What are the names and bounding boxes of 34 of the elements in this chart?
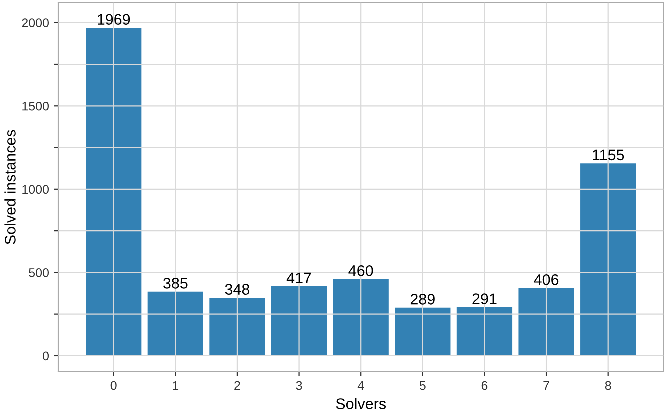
data-label: 406 [534, 274, 559, 286]
x-tick-label: 4 [358, 381, 364, 390]
bar [148, 292, 204, 356]
x-axis-title: Solvers [336, 398, 386, 410]
data-label: 348 [225, 284, 250, 295]
bar [456, 308, 513, 356]
x-tick-label: 7 [544, 381, 550, 390]
data-label: 291 [472, 294, 497, 304]
bar [86, 28, 142, 356]
y-tick-label: 500 [29, 268, 50, 278]
x-tick-label: 2 [234, 381, 240, 390]
bar [271, 286, 328, 356]
bar [518, 288, 574, 356]
x-tick-label: 1 [173, 381, 179, 390]
x-tick-label: 5 [420, 381, 426, 390]
bar [395, 308, 451, 356]
x-tick-label: 6 [482, 381, 488, 390]
data-label: 385 [163, 278, 188, 289]
data-label: 1155 [593, 150, 624, 161]
y-tick-label: 0 [43, 352, 50, 361]
y-axis-title: Solved instances [4, 130, 16, 244]
data-label: 289 [410, 294, 435, 305]
bar [580, 164, 636, 356]
data-label: 1969 [98, 14, 130, 26]
y-tick-label: 1000 [22, 185, 50, 194]
data-label: 417 [286, 272, 312, 284]
x-tick-label: 8 [605, 381, 612, 390]
data-label: 460 [348, 266, 374, 276]
x-tick-label: 0 [110, 381, 117, 390]
y-tick-label: 2000 [22, 18, 50, 28]
bar [210, 298, 266, 356]
x-tick-label: 3 [296, 381, 302, 390]
y-tick-label: 1500 [22, 102, 50, 111]
bar [333, 279, 389, 356]
